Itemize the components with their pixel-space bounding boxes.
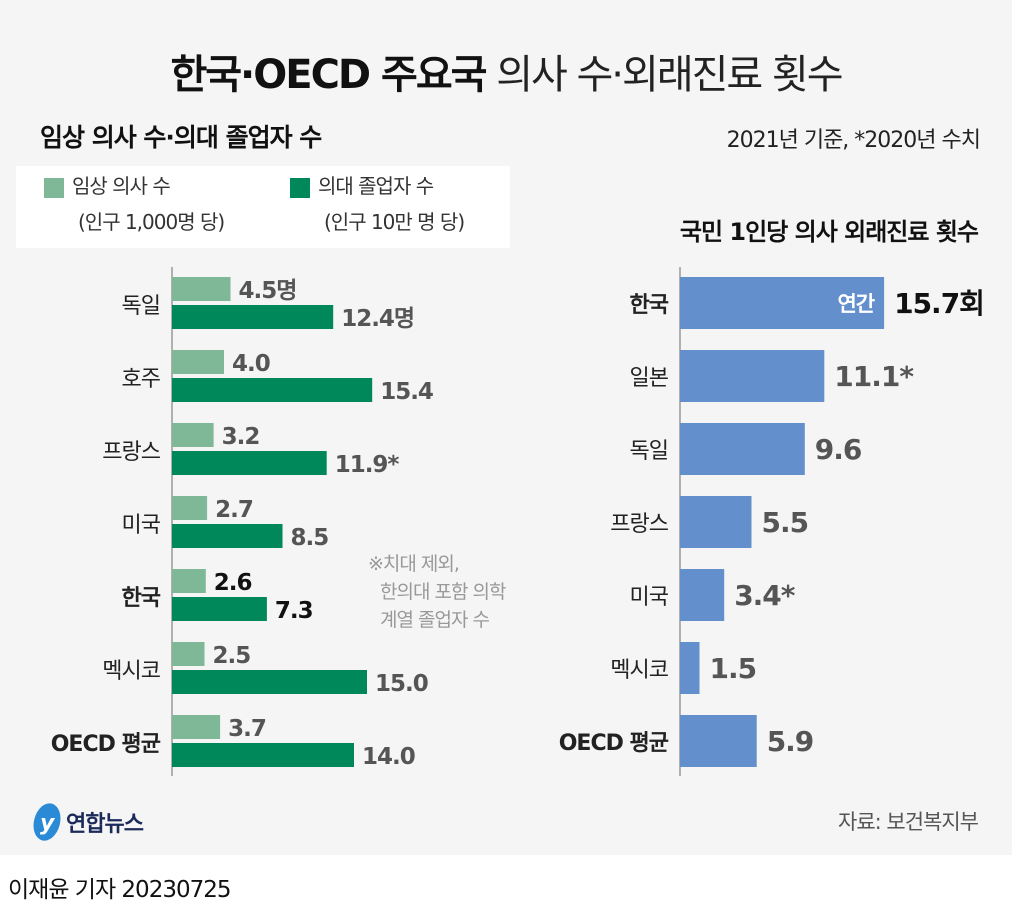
category-label: 미국 bbox=[630, 585, 669, 610]
bar-graduates bbox=[172, 670, 367, 694]
category-label: 일본 bbox=[630, 366, 669, 391]
value-label: 15.0 bbox=[375, 671, 428, 697]
value-label: 11.1* bbox=[834, 360, 914, 393]
value-label: 2.6 bbox=[214, 570, 252, 596]
bar-graduates bbox=[172, 743, 354, 767]
page-title: 한국·OECD 주요국 의사 수·외래진료 횟수 bbox=[0, 42, 1012, 100]
bar-clinical bbox=[172, 277, 231, 301]
legend-clinical: 임상 의사 수 bbox=[72, 174, 171, 198]
value-label: 1.5 bbox=[710, 652, 757, 685]
value-label: 11.9* bbox=[335, 452, 400, 478]
footnote-line: 한의대 포함 의학 bbox=[380, 581, 506, 603]
bar-outpatient bbox=[680, 277, 885, 329]
bar-graduates bbox=[172, 451, 327, 475]
value-label: 2.7 bbox=[215, 497, 253, 523]
value-label: 15.7회 bbox=[894, 287, 984, 320]
bar-clinical bbox=[172, 642, 205, 666]
value-label: 4.5명 bbox=[239, 278, 297, 304]
category-label: 미국 bbox=[122, 513, 161, 538]
footnote-line: 계열 졸업자 수 bbox=[380, 609, 490, 631]
value-label: 7.3 bbox=[275, 598, 313, 624]
legend-graduates-sub: (인구 10만 명 당) bbox=[324, 210, 465, 234]
logo-text: 연합뉴스 bbox=[66, 812, 144, 837]
category-label: 프랑스 bbox=[610, 512, 668, 537]
bar-graduates bbox=[172, 524, 283, 548]
source: 자료: 보건복지부 bbox=[838, 810, 979, 834]
value-label: 2.5 bbox=[213, 643, 251, 669]
bar-clinical bbox=[172, 715, 221, 739]
yonhap-logo: y 연합뉴스 bbox=[30, 800, 144, 844]
title-bold: 한국·OECD 주요국 bbox=[170, 52, 487, 98]
category-label: OECD 평균 bbox=[559, 731, 669, 756]
value-label: 3.2 bbox=[222, 424, 260, 450]
infographic-panel bbox=[0, 0, 1012, 855]
category-label: OECD 평균 bbox=[51, 732, 161, 757]
right-chart-title: 국민 1인당 의사 외래진료 횟수 bbox=[679, 218, 979, 246]
bar-clinical bbox=[172, 350, 224, 374]
category-label: 한국 bbox=[122, 586, 161, 611]
basis-note: 2021년 기준, *2020년 수치 bbox=[726, 128, 981, 153]
bar-clinical bbox=[172, 423, 214, 447]
bar-outpatient bbox=[680, 715, 757, 767]
value-label: 14.0 bbox=[362, 744, 415, 770]
value-label: 15.4 bbox=[380, 379, 433, 405]
value-label: 12.4명 bbox=[341, 306, 414, 332]
category-label: 멕시코 bbox=[610, 658, 668, 683]
left-chart-title: 임상 의사 수·의대 졸업자 수 bbox=[40, 123, 322, 152]
bar-outpatient bbox=[680, 496, 752, 548]
category-label: 멕시코 bbox=[102, 659, 160, 684]
legend-swatch-graduates bbox=[290, 178, 310, 198]
bar-clinical bbox=[172, 569, 206, 593]
legend-graduates: 의대 졸업자 수 bbox=[318, 174, 434, 198]
inbar-label: 연간 bbox=[837, 292, 874, 316]
value-label: 8.5 bbox=[291, 525, 329, 551]
value-label: 9.6 bbox=[815, 433, 862, 466]
value-label: 5.9 bbox=[767, 725, 814, 758]
footnote-line: ※치대 제외, bbox=[368, 553, 460, 575]
legend-clinical-sub: (인구 1,000명 당) bbox=[78, 210, 225, 234]
value-label: 5.5 bbox=[762, 506, 809, 539]
category-label: 프랑스 bbox=[102, 440, 160, 465]
byline: 이재윤 기자 20230725 bbox=[8, 877, 231, 903]
legend-swatch-clinical bbox=[44, 178, 64, 198]
value-label: 3.4* bbox=[734, 579, 796, 612]
title-light: 의사 수·외래진료 횟수 bbox=[496, 52, 843, 98]
yonhap-logo-icon: y bbox=[33, 803, 61, 841]
bar-outpatient bbox=[680, 569, 725, 621]
legend: 임상 의사 수 (인구 1,000명 당) 의대 졸업자 수 (인구 10만 명… bbox=[16, 166, 510, 248]
value-label: 3.7 bbox=[228, 716, 266, 742]
bar-outpatient bbox=[680, 423, 805, 475]
bar-clinical bbox=[172, 496, 208, 520]
svg-text:y: y bbox=[40, 811, 56, 836]
value-label: 4.0 bbox=[232, 351, 270, 377]
category-label: 독일 bbox=[630, 439, 668, 464]
bar-outpatient bbox=[680, 350, 825, 402]
bar-graduates bbox=[172, 597, 267, 621]
category-label: 한국 bbox=[630, 293, 669, 318]
bar-outpatient bbox=[680, 642, 700, 694]
bar-graduates bbox=[172, 305, 334, 329]
bar-graduates bbox=[172, 378, 373, 402]
category-label: 독일 bbox=[122, 294, 160, 319]
category-label: 호주 bbox=[122, 367, 161, 392]
footnote: ※치대 제외, 한의대 포함 의학 계열 졸업자 수 bbox=[368, 550, 506, 634]
